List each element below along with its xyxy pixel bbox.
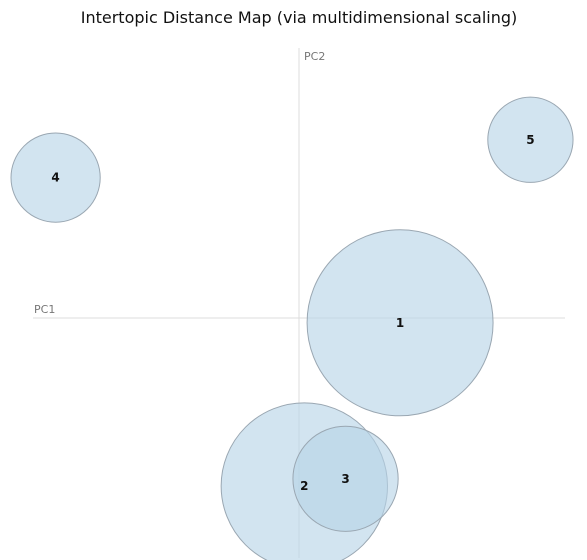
topic-label: 5 xyxy=(526,133,534,147)
topic-label: 1 xyxy=(396,316,404,330)
pc2-axis-label: PC2 xyxy=(304,50,325,63)
topic-bubble[interactable] xyxy=(306,229,494,417)
pc1-axis-label: PC1 xyxy=(34,303,55,316)
topic-bubble[interactable] xyxy=(292,425,399,532)
topic-bubbles xyxy=(10,96,574,560)
topic-label: 3 xyxy=(341,472,349,486)
topic-labels: 1 2 3 4 5 xyxy=(51,133,534,493)
topic-label: 4 xyxy=(51,171,59,185)
topic-label: 2 xyxy=(300,479,308,493)
topic-bubble[interactable] xyxy=(10,132,101,223)
chart-title: Intertopic Distance Map (via multidimens… xyxy=(81,8,518,27)
topic-bubble[interactable] xyxy=(487,96,574,183)
